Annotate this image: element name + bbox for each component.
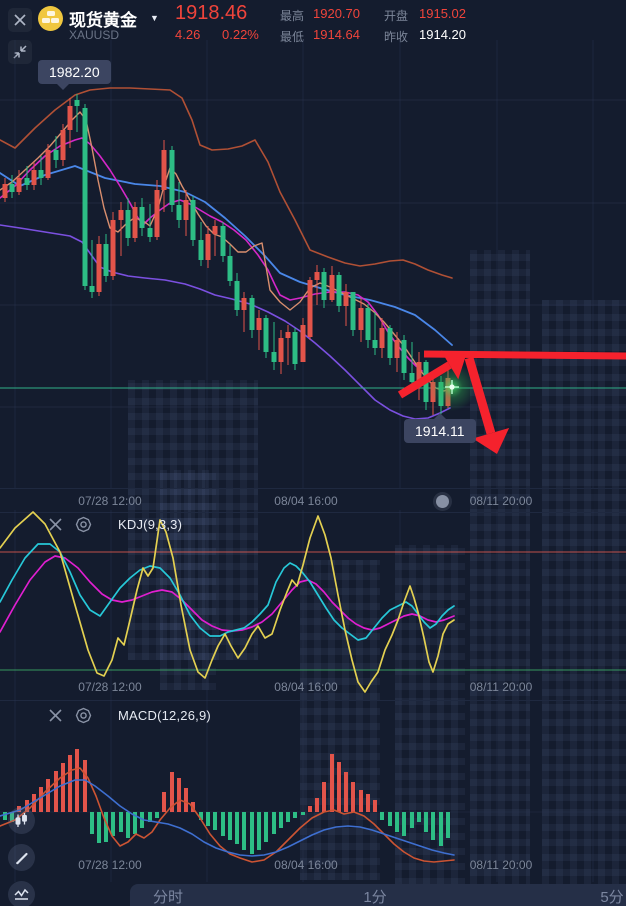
candlestick-chart[interactable] — [0, 40, 626, 488]
last-price: 1918.46 — [175, 2, 248, 24]
symbol-selector[interactable]: 现货黄金 — [69, 6, 137, 31]
latest-position-dot[interactable] — [436, 495, 449, 508]
stat-label-prev-close: 昨收 — [384, 30, 409, 44]
tab-timeframe-1min[interactable]: 1分 — [363, 889, 387, 906]
kdj-header: KDJ(9,3,3) — [48, 514, 182, 534]
kdj-title: KDJ(9,3,3) — [118, 516, 183, 532]
price-change-percent: 0.22% — [222, 27, 259, 42]
stat-value-open: 1915.02 — [419, 6, 466, 21]
price-change: 4.26 — [175, 27, 201, 42]
high-price-tooltip: 1982.20 — [38, 60, 111, 90]
divider — [0, 512, 626, 513]
stat-value-prev-close: 1914.20 — [419, 27, 466, 42]
stat-label-open: 开盘 — [384, 9, 409, 23]
main-time-axis: 07/28 12:00 08/04 16:00 08/11 20:00 — [0, 494, 626, 514]
time-label: 08/04 16:00 — [274, 680, 338, 694]
candlestick-icon — [15, 813, 27, 827]
kdj-time-axis: 07/28 12:00 08/04 16:00 08/11 20:00 — [0, 680, 626, 700]
stat-label-low: 最低 — [280, 30, 305, 44]
stat-value-high: 1920.70 — [313, 6, 360, 21]
close-kdj-button[interactable] — [48, 517, 63, 532]
stat-label-high: 最高 — [280, 9, 305, 23]
close-macd-button[interactable] — [48, 708, 63, 723]
time-label: 07/28 12:00 — [78, 680, 142, 694]
stat-value-low: 1914.64 — [313, 27, 360, 42]
close-button[interactable] — [8, 8, 32, 32]
symbol-code: XAUUSD — [69, 28, 120, 42]
draw-tool-button[interactable] — [8, 844, 35, 871]
collapse-icon — [13, 45, 27, 59]
header: 现货黄金 ▼ XAUUSD 1918.46 4.26 0.22% 最高 1920… — [0, 0, 626, 64]
macd-header: MACD(12,26,9) — [48, 705, 211, 725]
tab-timeframe-fenshi[interactable]: 分时 — [152, 889, 184, 906]
divider — [0, 488, 626, 489]
divider — [0, 700, 626, 701]
gold-coin-icon — [38, 6, 63, 31]
time-label: 08/11 20:00 — [469, 680, 533, 694]
kdj-settings-gear-icon[interactable] — [75, 516, 92, 533]
macd-settings-gear-icon[interactable] — [75, 707, 92, 724]
time-label: 08/11 20:00 — [469, 858, 533, 872]
time-label: 08/04 16:00 — [274, 858, 338, 872]
time-label: 08/11 20:00 — [469, 494, 533, 508]
low-price-tooltip: 1914.11 — [404, 413, 476, 443]
kdj-chart[interactable] — [0, 510, 626, 700]
macd-title: MACD(12,26,9) — [118, 707, 211, 723]
pencil-icon — [15, 852, 28, 864]
tab-timeframe-5min[interactable]: 5分 — [600, 889, 624, 906]
chevron-down-icon[interactable]: ▼ — [150, 13, 159, 23]
time-label: 07/28 12:00 — [78, 858, 142, 872]
collapse-chart-button[interactable] — [8, 40, 32, 64]
time-label: 07/28 12:00 — [78, 494, 142, 508]
macd-time-axis: 07/28 12:00 08/04 16:00 08/11 20:00 — [0, 858, 626, 878]
timeframe-tab-bar: 分时 1分 5分 — [130, 884, 626, 906]
line-chart-icon — [14, 888, 29, 900]
macd-chart[interactable] — [0, 700, 626, 882]
close-icon — [14, 14, 26, 26]
indicator-button[interactable] — [8, 881, 35, 906]
chart-type-button[interactable] — [8, 807, 35, 834]
symbol-name: 现货黄金 — [69, 11, 137, 30]
time-label: 08/04 16:00 — [274, 494, 338, 508]
